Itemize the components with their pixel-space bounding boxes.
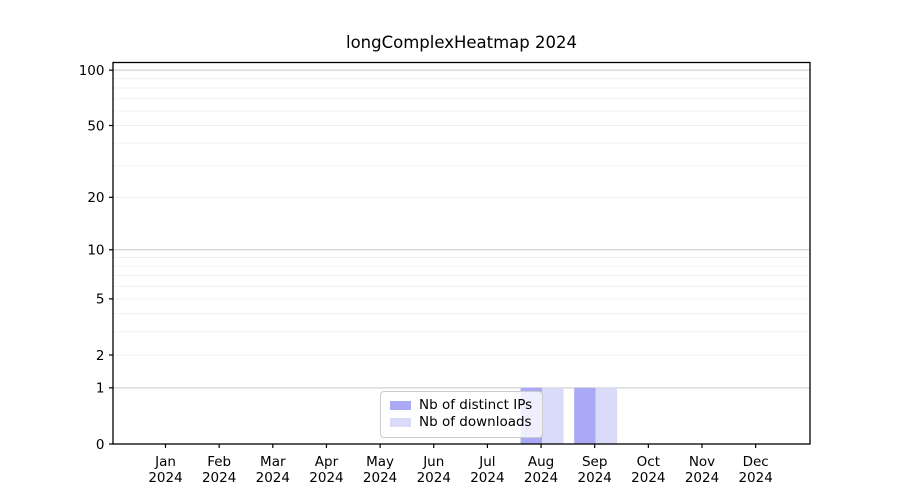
y-tick-label: 1 [96,381,105,397]
x-tick-label-month: Dec [743,454,769,470]
legend-entry-distinct-ips: Nb of distinct IPs [390,397,532,414]
x-tick-label-year: 2024 [148,470,182,486]
legend-entry-downloads: Nb of downloads [390,414,532,431]
x-tick-label-year: 2024 [524,470,558,486]
legend-swatch-distinct-ips [390,401,411,410]
x-tick-label-month: Jul [478,454,495,470]
bar-nb-of-downloads-aug-2024 [542,387,564,444]
x-tick-label-year: 2024 [256,470,290,486]
bar-nb-of-distinct-ips-sep-2024 [574,387,596,444]
x-tick-label-month: Jan [154,454,176,470]
y-tick-label: 50 [87,118,104,134]
chart-title: longComplexHeatmap 2024 [345,33,578,52]
x-tick-label-year: 2024 [631,470,665,486]
x-tick-label-year: 2024 [685,470,719,486]
plot-border [112,61,811,445]
x-tick-label-year: 2024 [578,470,612,486]
x-tick-label-year: 2024 [470,470,504,486]
bar-nb-of-downloads-sep-2024 [595,387,618,444]
x-tick-label-month: Jun [422,454,444,470]
legend-swatch-downloads [390,418,411,427]
x-tick-label-year: 2024 [363,470,397,486]
legend: Nb of distinct IPs Nb of downloads [380,391,544,438]
x-tick-label-month: Aug [528,454,554,470]
legend-label-distinct-ips: Nb of distinct IPs [419,397,533,413]
legend-label-downloads: Nb of downloads [419,414,532,430]
y-tick-label: 100 [79,63,105,79]
x-tick-label-month: Mar [260,454,286,470]
y-tick-label: 20 [87,190,104,206]
x-tick-label-year: 2024 [202,470,236,486]
x-tick-label-month: May [366,454,394,470]
x-tick-label-year: 2024 [417,470,451,486]
y-tick-label: 10 [87,243,104,259]
x-tick-label-year: 2024 [309,470,343,486]
x-tick-label-month: Oct [637,454,660,470]
x-tick-label-month: Sep [582,454,607,470]
x-tick-label-month: Feb [207,454,231,470]
y-tick-label: 5 [96,292,105,308]
y-tick-label: 2 [96,348,105,364]
x-tick-label-year: 2024 [738,470,772,486]
x-tick-label-month: Apr [315,454,339,470]
y-tick-label: 0 [96,437,105,453]
x-tick-label-month: Nov [689,454,715,470]
